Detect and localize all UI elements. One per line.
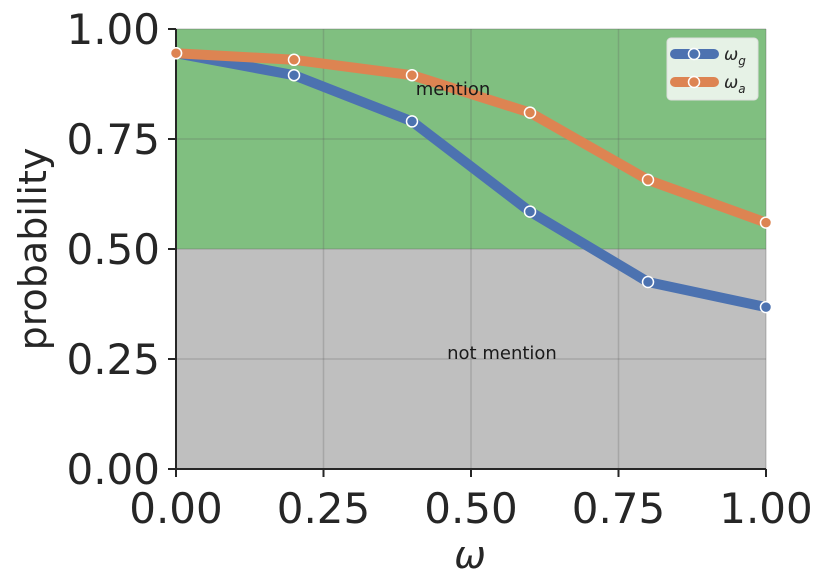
data-point-a — [641, 173, 655, 187]
x-tick-label: 0.50 — [424, 484, 518, 533]
data-point-a — [759, 216, 773, 229]
data-point-g — [759, 300, 773, 314]
x-tick-label: 0.75 — [572, 484, 666, 533]
x-axis-label: ω — [454, 533, 486, 577]
region-label-not-mention: not mention — [447, 343, 557, 364]
data-point-a — [405, 68, 419, 82]
region-label-mention: mention — [416, 79, 491, 100]
data-point-g — [523, 205, 537, 218]
y-tick-label: 0.00 — [66, 445, 160, 494]
y-tick-label: 0.75 — [66, 115, 160, 164]
data-point-g — [641, 275, 655, 289]
y-axis-label: probability — [11, 148, 55, 351]
y-tick-label: 0.25 — [66, 335, 160, 384]
data-point-a — [523, 106, 537, 119]
data-point-a — [169, 46, 183, 60]
series-line-a — [171, 48, 771, 228]
legend-label-g: ωg — [724, 45, 746, 68]
data-point-g — [287, 68, 301, 82]
series-line-g — [171, 48, 771, 313]
x-tick-label: 0.25 — [277, 484, 371, 533]
x-tick-label: 1.00 — [719, 484, 813, 533]
y-tick-label: 1.00 — [66, 5, 160, 54]
legend: ωg ωa — [666, 37, 759, 101]
data-point-g — [405, 115, 419, 128]
x-tick-label: 0.00 — [129, 484, 223, 533]
legend-label-a: ωa — [724, 73, 746, 96]
data-point-a — [287, 53, 301, 67]
legend-marker-a — [687, 75, 701, 89]
legend-marker-g — [687, 47, 701, 61]
y-tick-label: 0.50 — [66, 225, 160, 274]
